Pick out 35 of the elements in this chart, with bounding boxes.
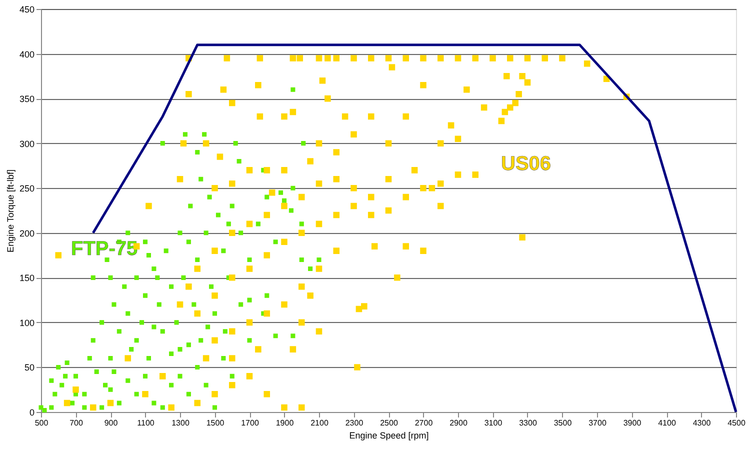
x-tick-label: 2900 — [450, 418, 468, 428]
x-tick-label: 500 — [34, 418, 49, 428]
y-tick-label: 450 — [19, 4, 34, 14]
y-tick-label: 200 — [19, 228, 34, 238]
x-tick-label: 3900 — [623, 418, 642, 428]
x-tick-label: 2500 — [380, 418, 398, 428]
x-tick-label: 4300 — [692, 418, 712, 428]
x-tick-label: 1300 — [172, 418, 190, 428]
x-tick-label: 1700 — [241, 418, 260, 428]
y-tick-label: 300 — [19, 138, 34, 149]
y-tick-label: 0 — [29, 408, 34, 418]
x-tick-label: 2700 — [414, 418, 434, 428]
y-tick-label: 350 — [19, 94, 34, 104]
x-tick-label: 3300 — [519, 418, 538, 428]
series-label: US06 — [501, 153, 552, 175]
x-tick-label: 2300 — [345, 418, 364, 428]
x-tick-label: 1100 — [137, 418, 155, 428]
x-tick-label: 1500 — [206, 418, 225, 428]
x-tick-label: 4500 — [728, 418, 746, 428]
y-axis-title: Engine Torque [ft-lbf] — [5, 170, 16, 252]
x-tick-label: 3700 — [588, 418, 607, 428]
y-tick-label: 400 — [19, 49, 34, 60]
series-label: FTP-75 — [71, 238, 138, 260]
x-tick-label: 2100 — [310, 418, 329, 428]
y-tick-label: 250 — [19, 184, 34, 194]
y-tick-label: 100 — [19, 318, 34, 328]
x-axis-title: Engine Speed [rpm] — [349, 430, 429, 440]
x-tick-label: 3100 — [484, 418, 503, 428]
x-tick-label: 700 — [70, 418, 84, 428]
y-tick-label: 50 — [24, 362, 34, 373]
x-tick-label: 900 — [104, 418, 118, 428]
x-tick-label: 1900 — [276, 418, 294, 428]
x-tick-label: 4100 — [658, 418, 676, 428]
x-tick-label: 3500 — [554, 418, 572, 428]
y-tick-label: 150 — [19, 273, 34, 284]
